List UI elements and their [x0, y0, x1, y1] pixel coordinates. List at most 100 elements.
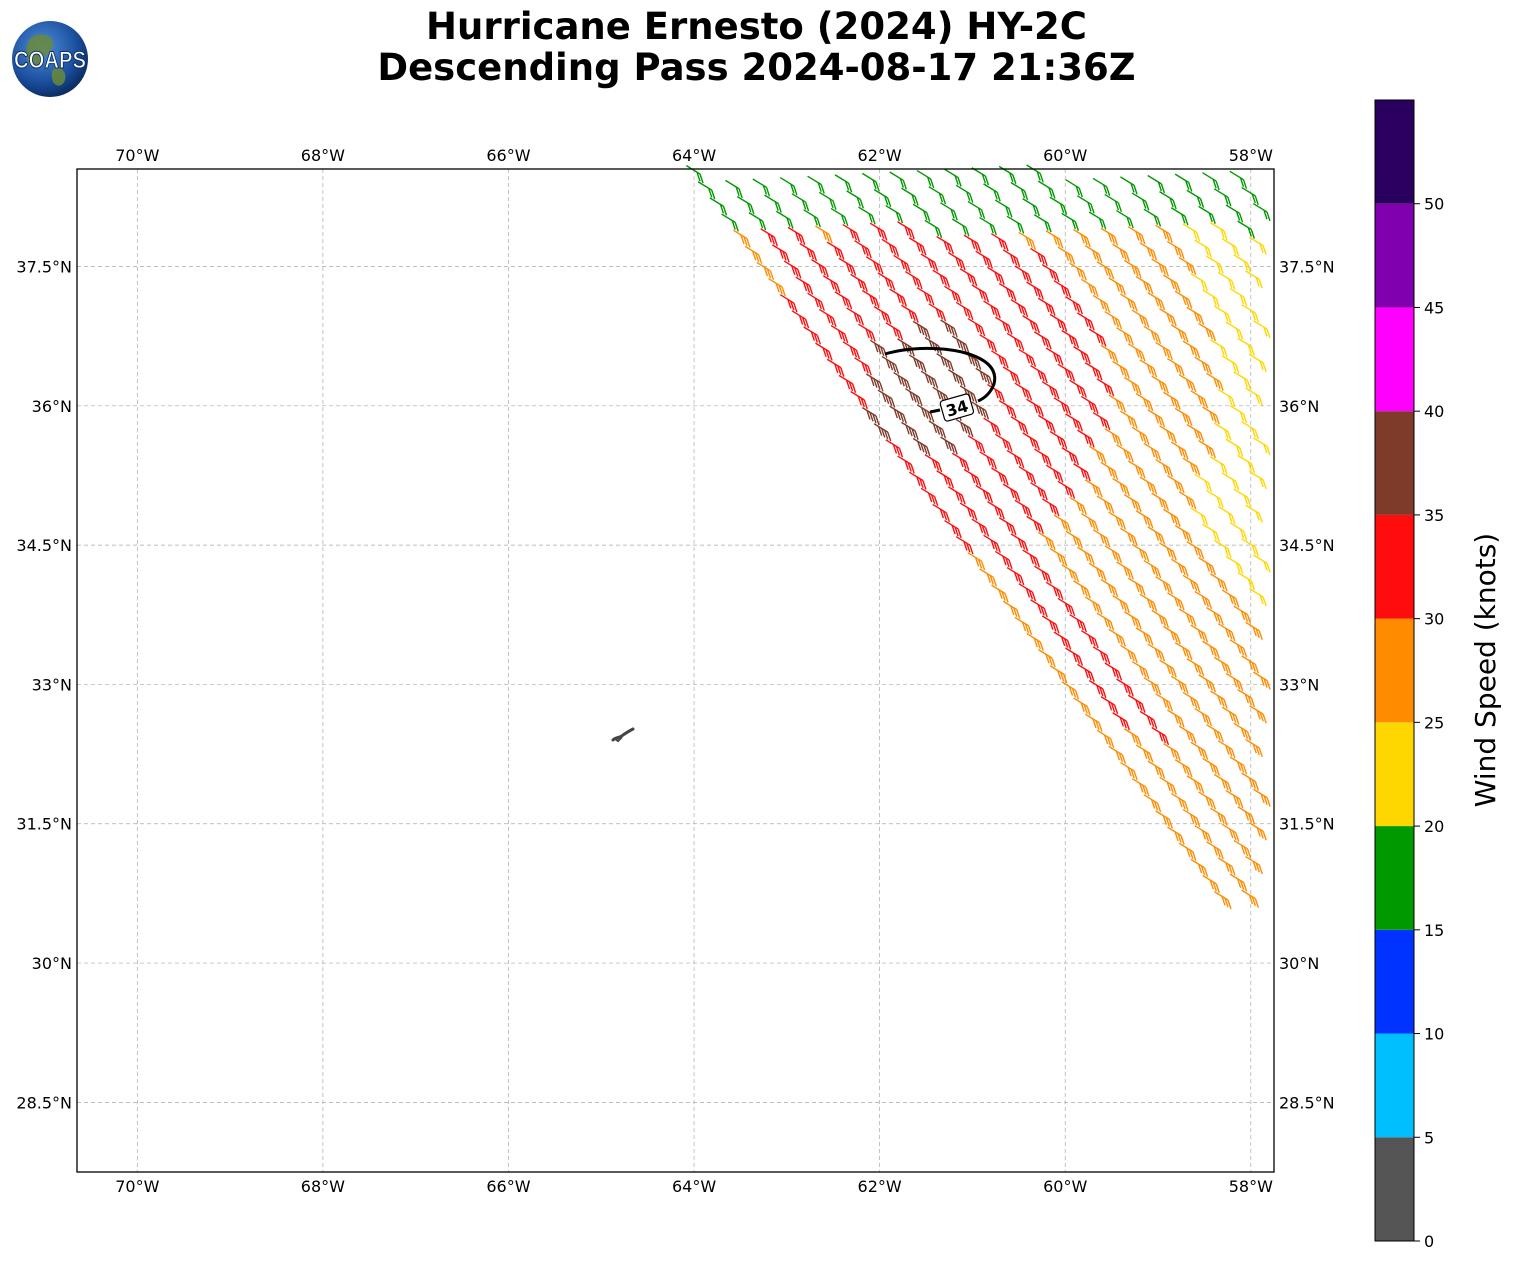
wind-barb [1202, 289, 1220, 308]
lat-tick-label-left: 36°N [32, 397, 72, 416]
wind-barb [1010, 299, 1029, 318]
wind-barb [1163, 743, 1181, 762]
wind-barb [1073, 697, 1091, 716]
wind-barb [1163, 625, 1181, 645]
wind-barb [1217, 388, 1236, 408]
wind-barb [1002, 600, 1021, 619]
wind-barb [1081, 630, 1099, 649]
wind-barb [1186, 775, 1205, 794]
wind-barb [1147, 760, 1166, 779]
wind-barb [1221, 706, 1240, 725]
wind-barb [1030, 364, 1048, 384]
wind-barb [1155, 576, 1173, 595]
wind-barb [912, 437, 931, 457]
wind-barb [1077, 429, 1095, 448]
wind-barb [1022, 198, 1040, 217]
wind-barb [936, 470, 954, 489]
wind-barb [1163, 274, 1181, 293]
wind-barb [1057, 480, 1076, 499]
lon-tick-label-bottom: 60°W [1043, 1177, 1087, 1196]
wind-barb [1198, 205, 1216, 224]
wind-barb [830, 207, 849, 227]
wind-barb [1252, 320, 1271, 339]
wind-barb [791, 193, 810, 212]
wind-barb [1198, 791, 1217, 810]
wind-barb [1174, 173, 1193, 192]
wind-barb [1096, 378, 1115, 397]
wind-barb [1217, 740, 1236, 759]
wind-barb [1213, 305, 1232, 324]
wind-barb [1123, 259, 1142, 278]
wind-barb [1018, 583, 1037, 602]
wind-barb [924, 219, 943, 238]
wind-barb [1100, 461, 1119, 480]
wind-barb [1210, 807, 1228, 826]
wind-barb [897, 455, 915, 474]
wind-barb [1241, 421, 1259, 440]
colorbar-bin [1375, 203, 1414, 308]
wind-barb [1108, 628, 1127, 647]
wind-barb [1127, 460, 1146, 479]
wind-barb [1010, 533, 1029, 552]
wind-barb [1241, 772, 1260, 791]
lon-tick-label-bottom: 66°W [486, 1177, 530, 1196]
wind-barb [1249, 822, 1267, 841]
wind-barb [979, 216, 997, 236]
wind-barb [850, 273, 868, 292]
wind-barb [1233, 371, 1252, 390]
wind-barb [1159, 542, 1177, 561]
wind-barb [1233, 605, 1252, 624]
wind-barb [725, 179, 743, 198]
wind-barb [1030, 247, 1048, 267]
wind-barb [1034, 448, 1052, 467]
wind-barb [1229, 170, 1248, 189]
lat-tick-label-right: 30°N [1279, 954, 1319, 973]
colorbar-bin [1375, 1137, 1414, 1241]
lon-tick-label-top: 60°W [1043, 146, 1087, 165]
wind-barb [1206, 841, 1224, 860]
wind-barb [1151, 492, 1170, 511]
wind-barb [1194, 356, 1213, 375]
wind-barb [1209, 456, 1228, 475]
wind-barb [1167, 826, 1185, 845]
wind-barb [1213, 773, 1232, 793]
colorbar-tick-label: 0 [1424, 1232, 1434, 1251]
wind-barb [893, 371, 911, 391]
colorbar-bin [1375, 514, 1414, 619]
lat-tick-label-right: 37.5°N [1279, 258, 1335, 277]
wind-barb [1037, 414, 1056, 433]
wind-barb [1237, 689, 1256, 708]
wind-barb [1080, 278, 1099, 297]
wind-barb [1190, 390, 1209, 409]
wind-barb [1252, 202, 1271, 222]
colorbar-bin [1375, 411, 1414, 515]
wind-barb [1229, 404, 1248, 424]
wind-barb [865, 373, 884, 392]
colorbar-tick-label: 5 [1424, 1128, 1434, 1147]
wind-barb [983, 300, 1001, 319]
wind-barb [768, 277, 786, 297]
colorbar-bin [1375, 618, 1414, 723]
wind-barb [1131, 778, 1150, 797]
wind-barb [1014, 616, 1033, 635]
wind-barb [861, 407, 880, 426]
wind-barb [1151, 726, 1170, 746]
wind-barb [803, 326, 821, 345]
wind-barb [1037, 531, 1056, 551]
lat-tick-label-right: 34.5°N [1279, 536, 1335, 555]
wind-barb [959, 502, 978, 521]
wind-barb [1194, 239, 1212, 258]
wind-barb [1053, 397, 1072, 416]
wind-barb [1041, 615, 1060, 634]
wind-barb [861, 289, 880, 309]
wind-barb [959, 268, 978, 287]
wind-barb [846, 307, 865, 326]
wind-barb [998, 400, 1017, 419]
wind-barb [994, 316, 1013, 335]
wind-barb [1104, 662, 1123, 681]
wind-barb [1014, 382, 1033, 401]
wind-barb [1241, 303, 1259, 323]
wind-barb [1037, 180, 1056, 199]
wind-barb [1002, 249, 1021, 268]
title-line-1: Hurricane Ernesto (2024) HY-2C [426, 5, 1087, 48]
